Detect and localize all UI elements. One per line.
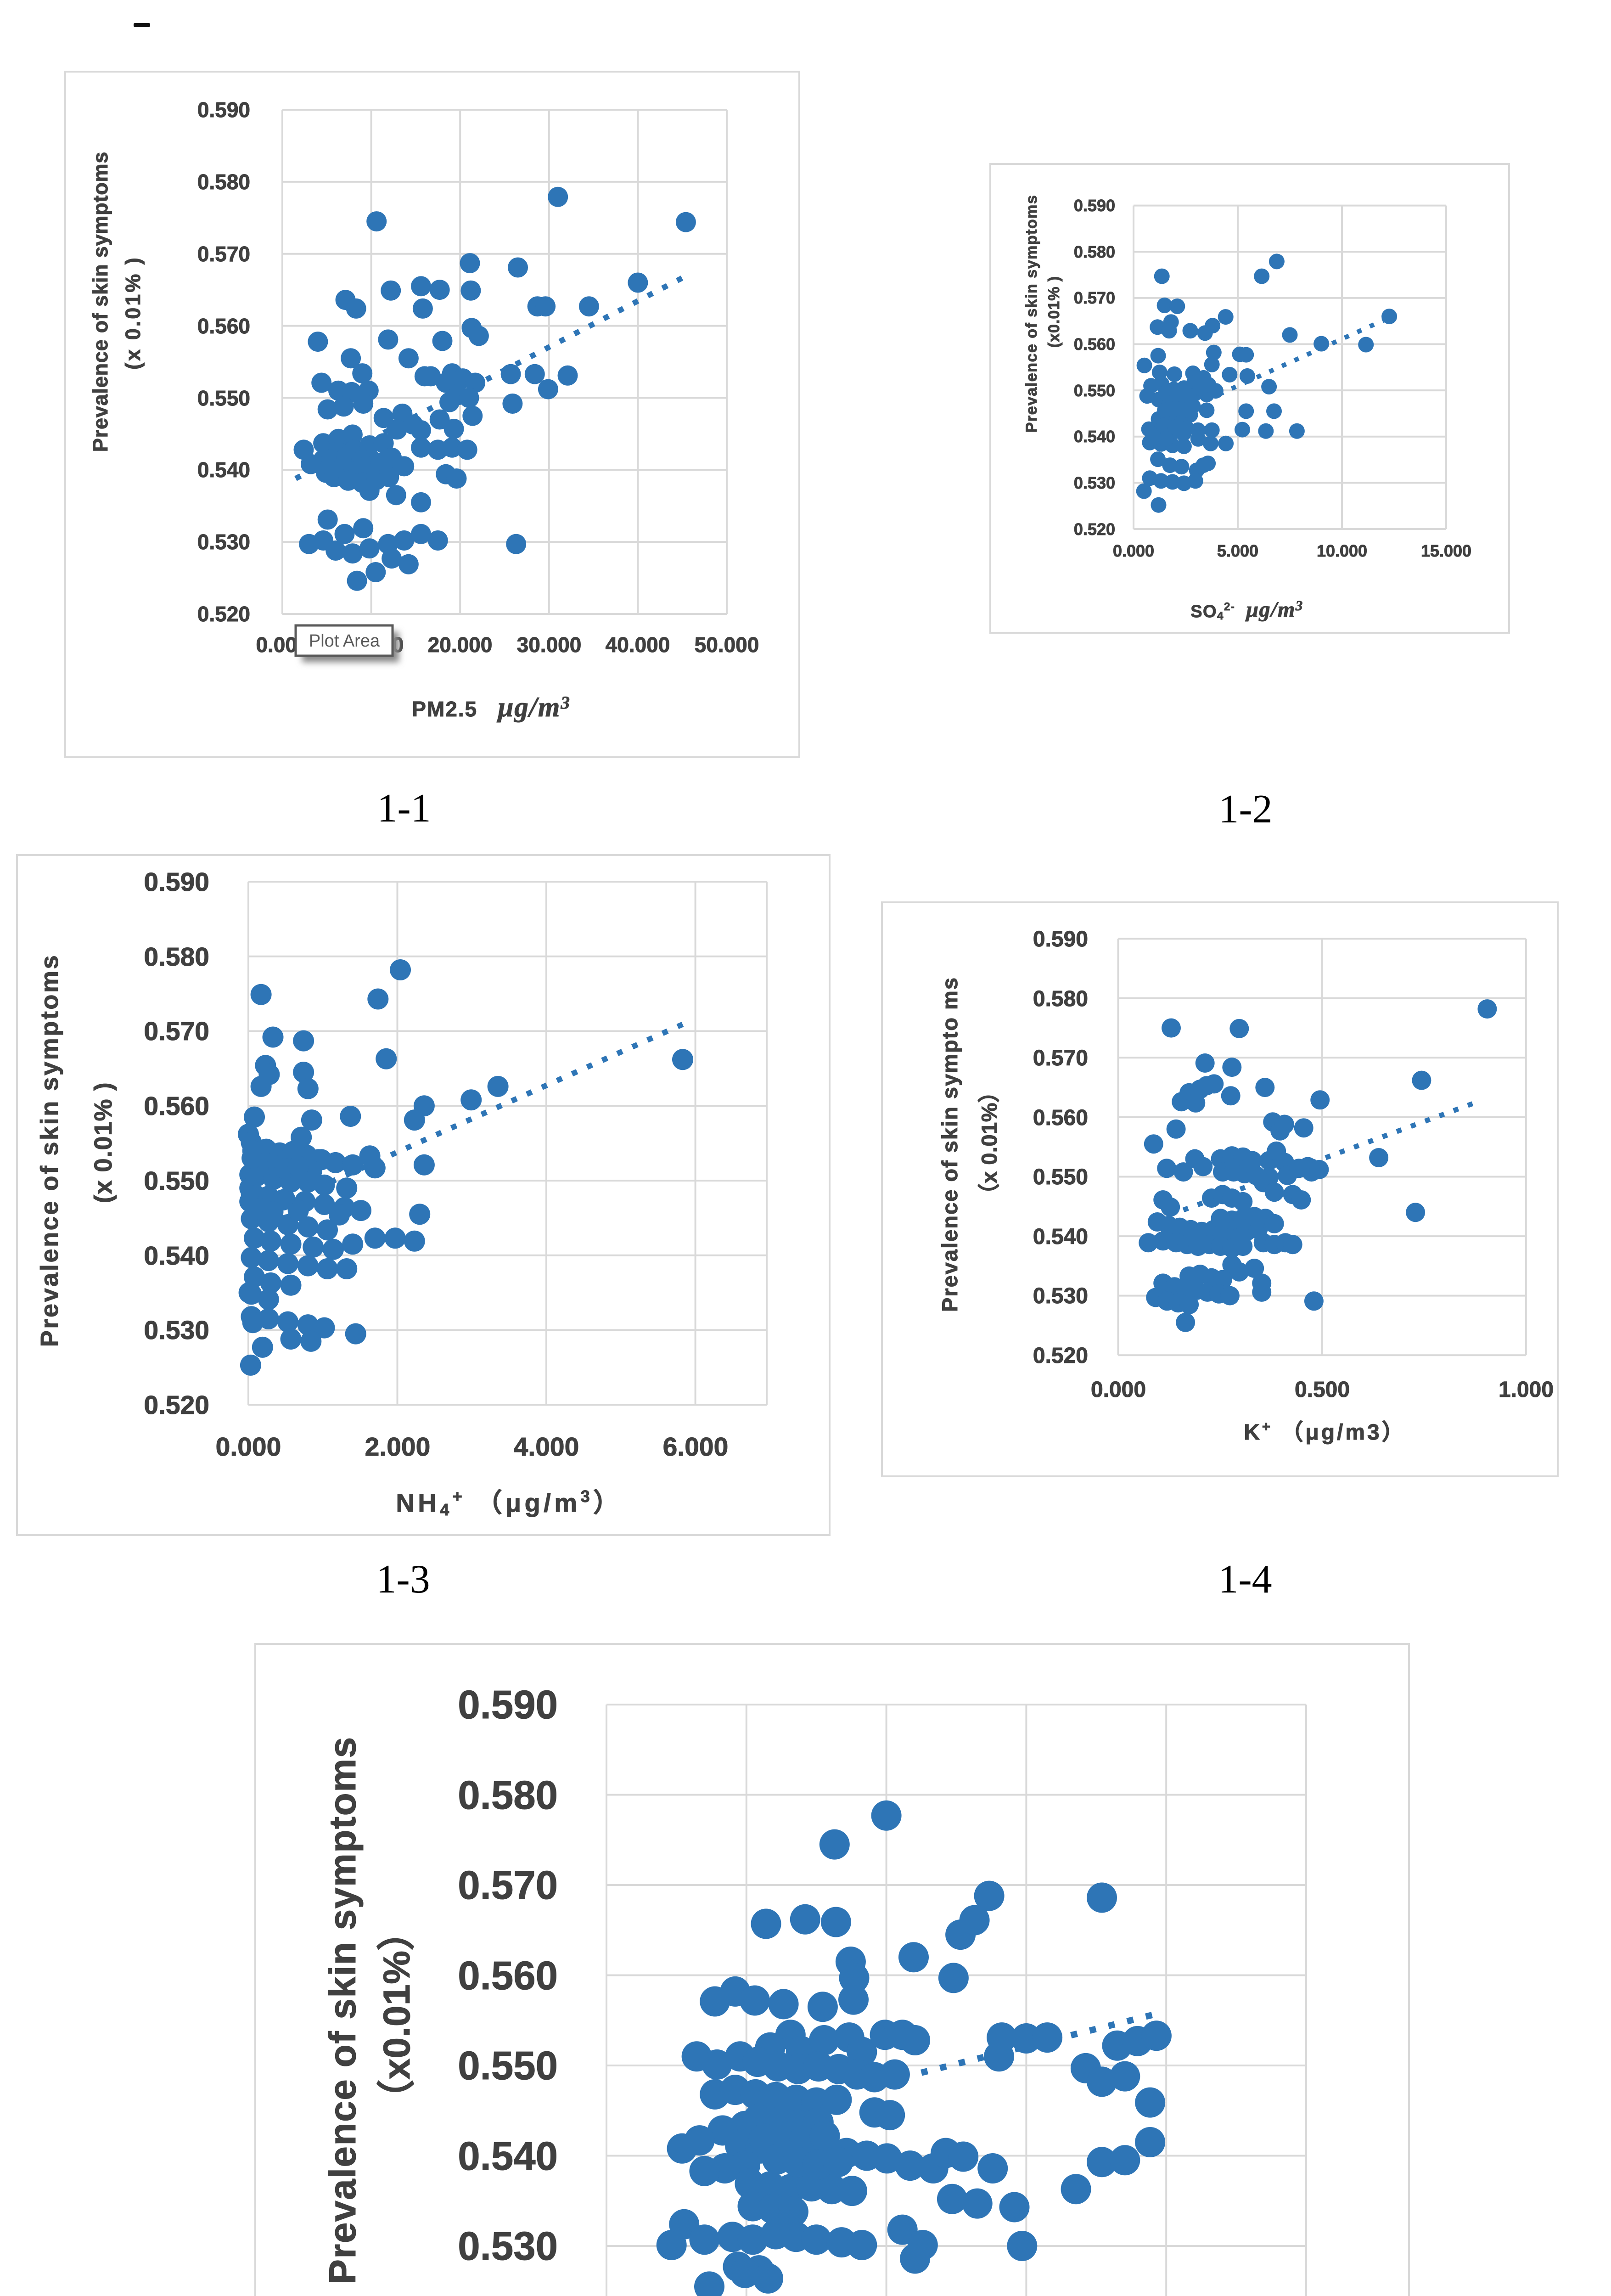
svg-text:0.520: 0.520 bbox=[1033, 1344, 1088, 1368]
svg-text:50.000: 50.000 bbox=[695, 633, 759, 657]
svg-text:0.540: 0.540 bbox=[144, 1241, 209, 1271]
svg-text:Prevalence of skin symptoms: Prevalence of skin symptoms bbox=[36, 954, 63, 1347]
svg-text:6.000: 6.000 bbox=[663, 1432, 729, 1462]
svg-text:0.000: 0.000 bbox=[216, 1432, 281, 1462]
svg-text:10.000: 10.000 bbox=[1317, 541, 1367, 560]
svg-text:0.590: 0.590 bbox=[1033, 927, 1088, 951]
svg-text:0.590: 0.590 bbox=[197, 98, 250, 122]
svg-text:0.580: 0.580 bbox=[197, 170, 250, 194]
svg-text:0.560: 0.560 bbox=[1033, 1106, 1088, 1130]
svg-text:0.550: 0.550 bbox=[1033, 1165, 1088, 1189]
svg-text:0.520: 0.520 bbox=[1074, 520, 1115, 539]
svg-text:0.530: 0.530 bbox=[1033, 1284, 1088, 1308]
svg-text:(x0.01% ): (x0.01% ) bbox=[1045, 276, 1063, 348]
svg-text:1.000: 1.000 bbox=[1499, 1378, 1554, 1402]
svg-text:0.540: 0.540 bbox=[1033, 1225, 1088, 1249]
svg-text:0.520: 0.520 bbox=[197, 602, 250, 626]
svg-text:（x0.01%）: （x0.01%） bbox=[376, 1913, 418, 2117]
svg-text:40.000: 40.000 bbox=[606, 633, 670, 657]
svg-text:0.560: 0.560 bbox=[1074, 335, 1115, 354]
svg-text:0.590: 0.590 bbox=[1074, 196, 1115, 215]
svg-text:SO42- μg/m3: SO42- μg/m3 bbox=[1190, 597, 1303, 622]
svg-text:5.000: 5.000 bbox=[1217, 541, 1258, 560]
svg-text:0.550: 0.550 bbox=[197, 386, 250, 410]
svg-text:0.560: 0.560 bbox=[144, 1092, 209, 1121]
svg-text:0.580: 0.580 bbox=[1074, 242, 1115, 261]
svg-text:0.530: 0.530 bbox=[144, 1316, 209, 1345]
svg-text:Prevalence of skin sympto ms: Prevalence of skin sympto ms bbox=[937, 977, 962, 1312]
svg-text:0.590: 0.590 bbox=[144, 867, 209, 897]
svg-text:0.590: 0.590 bbox=[458, 1683, 558, 1727]
svg-text:2.000: 2.000 bbox=[365, 1432, 431, 1462]
svg-text:Prevalence of skin symptoms: Prevalence of skin symptoms bbox=[322, 1736, 364, 2285]
svg-text:(x 0.01% ): (x 0.01% ) bbox=[90, 1082, 117, 1203]
svg-text:0.560: 0.560 bbox=[197, 314, 250, 338]
svg-text:0.560: 0.560 bbox=[458, 1953, 558, 1998]
svg-text:0.540: 0.540 bbox=[197, 458, 250, 482]
svg-text:0.530: 0.530 bbox=[458, 2224, 558, 2268]
svg-text:0.550: 0.550 bbox=[144, 1166, 209, 1196]
svg-text:NH4+ （μg/m3）: NH4+ （μg/m3） bbox=[396, 1487, 622, 1519]
svg-text:0.500: 0.500 bbox=[1295, 1378, 1350, 1402]
svg-text:0.540: 0.540 bbox=[458, 2134, 558, 2178]
svg-text:0.570: 0.570 bbox=[197, 242, 250, 266]
svg-text:4.000: 4.000 bbox=[514, 1432, 579, 1462]
svg-text:0.570: 0.570 bbox=[1074, 288, 1115, 307]
svg-text:0.580: 0.580 bbox=[458, 1773, 558, 1818]
svg-text:0.570: 0.570 bbox=[144, 1017, 209, 1046]
svg-text:0.530: 0.530 bbox=[197, 530, 250, 554]
svg-text:0.540: 0.540 bbox=[1074, 427, 1115, 446]
svg-text:0.570: 0.570 bbox=[1033, 1046, 1088, 1070]
svg-text:(x 0.01% ): (x 0.01% ) bbox=[121, 256, 145, 370]
svg-text:PM2.5 μg/m3: PM2.5 μg/m3 bbox=[412, 692, 571, 723]
svg-text:0.530: 0.530 bbox=[1074, 473, 1115, 492]
svg-text:Prevalence of skin symptoms: Prevalence of skin symptoms bbox=[89, 152, 112, 452]
svg-text:0.570: 0.570 bbox=[458, 1863, 558, 1908]
svg-text:0.550: 0.550 bbox=[1074, 381, 1115, 400]
svg-text:30.000: 30.000 bbox=[517, 633, 582, 657]
svg-text:15.000: 15.000 bbox=[1421, 541, 1471, 560]
svg-text:K+ （μg/m3）: K+ （μg/m3） bbox=[1244, 1418, 1406, 1445]
svg-text:0.580: 0.580 bbox=[144, 942, 209, 972]
svg-text:0.000: 0.000 bbox=[1091, 1378, 1146, 1402]
svg-text:20.000: 20.000 bbox=[428, 633, 493, 657]
svg-text:（x 0.01%）: （x 0.01%） bbox=[977, 1081, 1001, 1205]
svg-text:Plot Area: Plot Area bbox=[309, 631, 380, 651]
svg-text:Prevalence of skin symptoms: Prevalence of skin symptoms bbox=[1023, 195, 1040, 433]
svg-text:0.550: 0.550 bbox=[458, 2043, 558, 2088]
svg-text:0.000: 0.000 bbox=[1113, 541, 1154, 560]
svg-text:0.580: 0.580 bbox=[1033, 987, 1088, 1011]
svg-text:0.520: 0.520 bbox=[144, 1390, 209, 1420]
